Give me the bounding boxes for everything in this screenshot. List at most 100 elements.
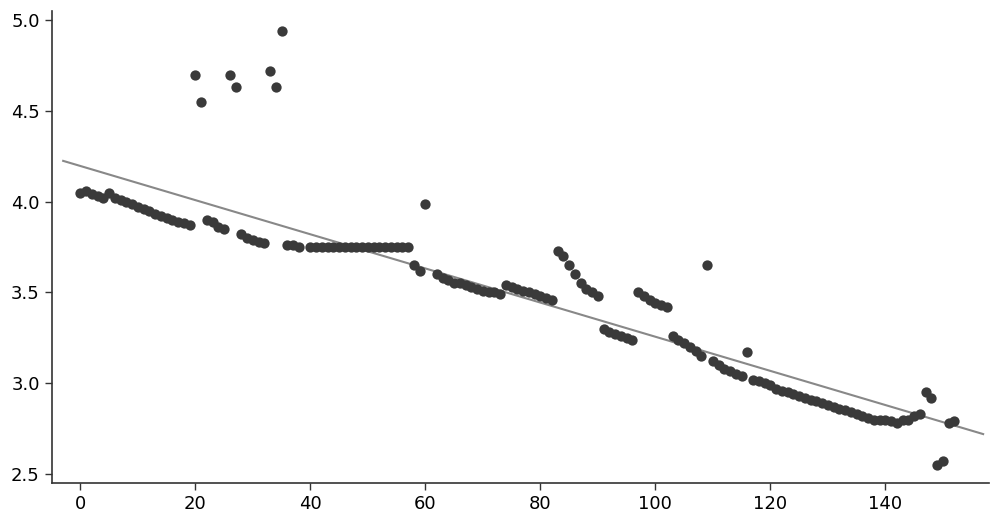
Point (412, 267, 428, 275)
Point (946, 417, 962, 425)
Point (216, 225, 232, 233)
Point (624, 335, 640, 344)
Point (699, 261, 715, 269)
Point (492, 290, 508, 299)
Point (918, 388, 934, 397)
Point (486, 288, 502, 297)
Point (291, 243, 307, 252)
Point (463, 283, 479, 291)
Point (458, 281, 474, 289)
Point (509, 285, 525, 293)
Point (860, 413, 876, 422)
Point (682, 343, 698, 351)
Point (446, 279, 462, 288)
Point (676, 339, 692, 347)
Point (348, 243, 364, 252)
Point (314, 243, 330, 252)
Point (366, 243, 382, 252)
Point (170, 217, 186, 226)
Point (728, 370, 744, 378)
Point (84, 190, 100, 199)
Point (107, 194, 123, 202)
Point (653, 301, 669, 309)
Point (400, 243, 416, 252)
Point (630, 288, 646, 297)
Point (101, 189, 117, 197)
Point (613, 332, 629, 340)
Point (854, 412, 870, 420)
Point (596, 324, 612, 333)
Point (757, 379, 773, 387)
Point (417, 199, 433, 208)
Point (389, 243, 405, 252)
Point (90, 192, 106, 201)
Point (843, 408, 859, 417)
Point (670, 335, 686, 344)
Point (872, 416, 888, 424)
Point (320, 243, 336, 252)
Point (734, 372, 750, 380)
Point (251, 237, 267, 246)
Point (435, 274, 451, 282)
Point (360, 243, 376, 252)
Point (268, 83, 284, 92)
Point (498, 281, 514, 289)
Point (705, 357, 721, 366)
Point (906, 412, 922, 420)
Point (642, 296, 658, 304)
Point (210, 223, 226, 231)
Point (814, 399, 830, 407)
Point (929, 461, 945, 469)
Point (659, 303, 675, 311)
Point (590, 292, 606, 300)
Point (803, 396, 819, 404)
Point (274, 27, 290, 35)
Point (808, 397, 824, 406)
Point (233, 230, 249, 238)
Point (780, 388, 796, 397)
Point (124, 199, 140, 208)
Point (923, 394, 939, 402)
Point (377, 243, 393, 252)
Point (877, 416, 893, 424)
Point (532, 292, 548, 300)
Point (262, 67, 278, 75)
Point (722, 366, 738, 375)
Point (245, 236, 261, 244)
Point (153, 212, 169, 221)
Point (889, 419, 905, 428)
Point (584, 288, 600, 297)
Point (279, 241, 295, 249)
Point (141, 206, 157, 215)
Point (72, 189, 88, 197)
Point (647, 299, 663, 308)
Point (739, 348, 755, 356)
Point (567, 270, 583, 279)
Point (337, 243, 353, 252)
Point (136, 205, 152, 213)
Point (193, 97, 209, 106)
Point (95, 194, 111, 202)
Point (469, 285, 485, 293)
Point (429, 270, 445, 279)
Point (187, 70, 203, 79)
Point (325, 243, 341, 252)
Point (935, 457, 951, 465)
Point (383, 243, 399, 252)
Point (164, 216, 180, 224)
Point (826, 402, 842, 411)
Point (239, 234, 255, 242)
Point (849, 410, 865, 418)
Point (831, 405, 847, 413)
Point (883, 417, 899, 425)
Point (118, 198, 134, 206)
Point (406, 261, 422, 269)
Point (762, 381, 778, 389)
Point (601, 328, 617, 336)
Point (561, 261, 577, 269)
Point (745, 375, 761, 384)
Point (481, 288, 497, 297)
Point (573, 279, 589, 288)
Point (619, 334, 635, 342)
Point (302, 243, 318, 252)
